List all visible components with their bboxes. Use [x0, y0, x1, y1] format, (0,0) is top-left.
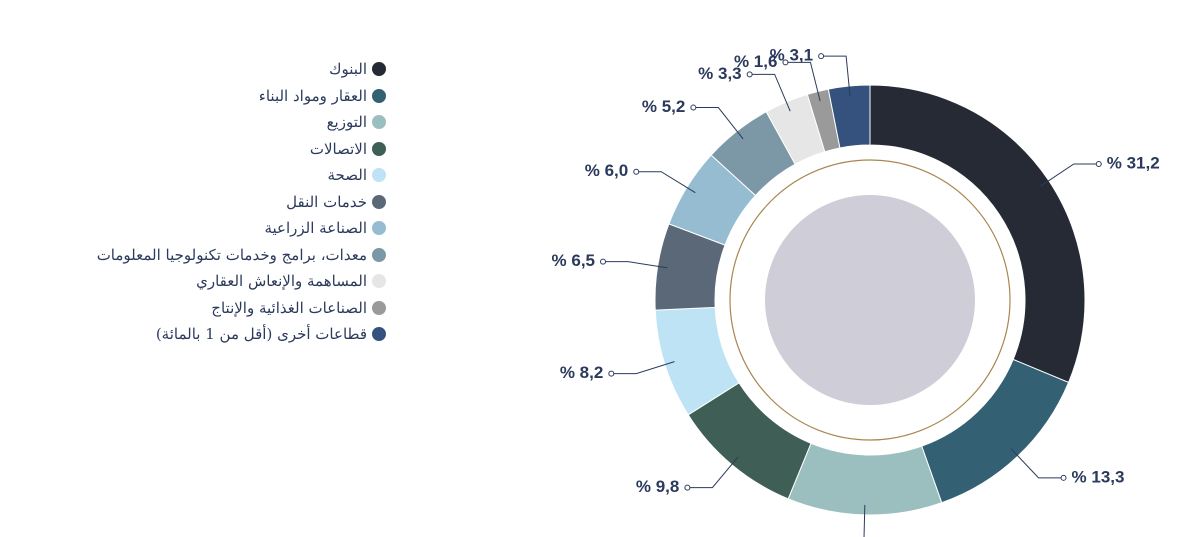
- legend-item: الصحة: [97, 162, 386, 189]
- data-label: % 3,1: [770, 46, 813, 65]
- legend-item: التوزيع: [97, 109, 386, 136]
- legend-item: البنوك: [97, 56, 386, 83]
- leader-line: [603, 261, 668, 269]
- legend-label: الصناعات الغذائية والإنتاج: [211, 298, 367, 317]
- leader-line: [749, 73, 791, 112]
- leader-dot: [818, 53, 825, 60]
- legend-item: العقار ومواد البناء: [97, 83, 386, 110]
- leader-line: [611, 361, 675, 375]
- data-label: % 6,5: [552, 251, 595, 270]
- data-label: % 31,2: [1107, 153, 1160, 172]
- legend-swatch: [372, 62, 386, 77]
- legend-item: معدات، برامج وخدمات تكنولوجيا المعلومات: [97, 242, 386, 269]
- legend-label: معدات، برامج وخدمات تكنولوجيا المعلومات: [96, 245, 367, 264]
- leader-line: [785, 61, 821, 102]
- legend-item: الصناعة الزراعية: [97, 215, 386, 242]
- legend-swatch: [372, 88, 386, 103]
- data-label: % 3,3: [698, 64, 741, 83]
- data-label: % 6,0: [585, 161, 628, 180]
- data-label: % 8,2: [560, 363, 603, 382]
- inner-ring: [729, 159, 1011, 441]
- legend-item: المساهمة والإنعاش العقاري: [97, 268, 386, 295]
- leader-line: [693, 107, 744, 140]
- legend-item: قطاعات أخرى (أقل من 1 بالمائة): [97, 321, 386, 348]
- leader-dot: [690, 104, 697, 111]
- legend-swatch: [372, 274, 386, 289]
- legend-label: المساهمة والإنعاش العقاري: [196, 272, 367, 291]
- leader-dot: [746, 71, 753, 78]
- legend: البنوك العقار ومواد البناء التوزيع الاتصالا…: [97, 56, 386, 348]
- legend-item: الصناعات الغذائية والإنتاج: [97, 295, 386, 322]
- legend-label: الصحة: [327, 166, 367, 185]
- data-label: % 11,6: [779, 534, 831, 537]
- leader-dot: [600, 258, 607, 265]
- leader-line: [1010, 448, 1064, 479]
- legend-item: الاتصالات: [97, 136, 386, 163]
- legend-label: خدمات النقل: [286, 192, 367, 211]
- legend-swatch: [372, 115, 386, 130]
- donut-slice: [827, 84, 871, 149]
- donut-slice: [869, 84, 1086, 384]
- legend-label: التوزيع: [326, 113, 367, 132]
- leader-dot: [684, 484, 691, 491]
- legend-swatch: [372, 327, 386, 342]
- leader-line: [821, 55, 851, 97]
- legend-swatch: [372, 300, 386, 315]
- leader-dot: [1060, 474, 1067, 481]
- legend-label: قطاعات أخرى (أقل من 1 بالمائة): [155, 325, 367, 344]
- legend-swatch: [372, 221, 386, 236]
- leader-line: [863, 504, 866, 537]
- data-label: % 13,3: [1072, 467, 1125, 486]
- leader-dot: [608, 370, 615, 377]
- legend-swatch: [372, 168, 386, 183]
- leader-line: [687, 456, 739, 489]
- leader-line: [636, 171, 696, 194]
- leader-dot: [1095, 160, 1102, 167]
- legend-label: الصناعة الزراعية: [264, 219, 367, 238]
- data-label: % 9,8: [636, 477, 679, 496]
- legend-label: البنوك: [329, 60, 367, 79]
- donut-slice: [921, 358, 1070, 504]
- leader-dot: [633, 168, 640, 175]
- data-label: % 5,2: [642, 97, 685, 116]
- leader-line: [1040, 163, 1099, 187]
- legend-label: الاتصالات: [309, 139, 367, 158]
- legend-swatch: [372, 194, 386, 209]
- donut-slice: [787, 442, 943, 516]
- center-disc: [765, 195, 975, 405]
- legend-label: العقار ومواد البناء: [258, 86, 367, 105]
- data-label: % 1,6: [734, 52, 777, 71]
- legend-item: خدمات النقل: [97, 189, 386, 216]
- legend-swatch: [372, 141, 386, 156]
- leader-dot: [782, 59, 789, 66]
- legend-swatch: [372, 247, 386, 262]
